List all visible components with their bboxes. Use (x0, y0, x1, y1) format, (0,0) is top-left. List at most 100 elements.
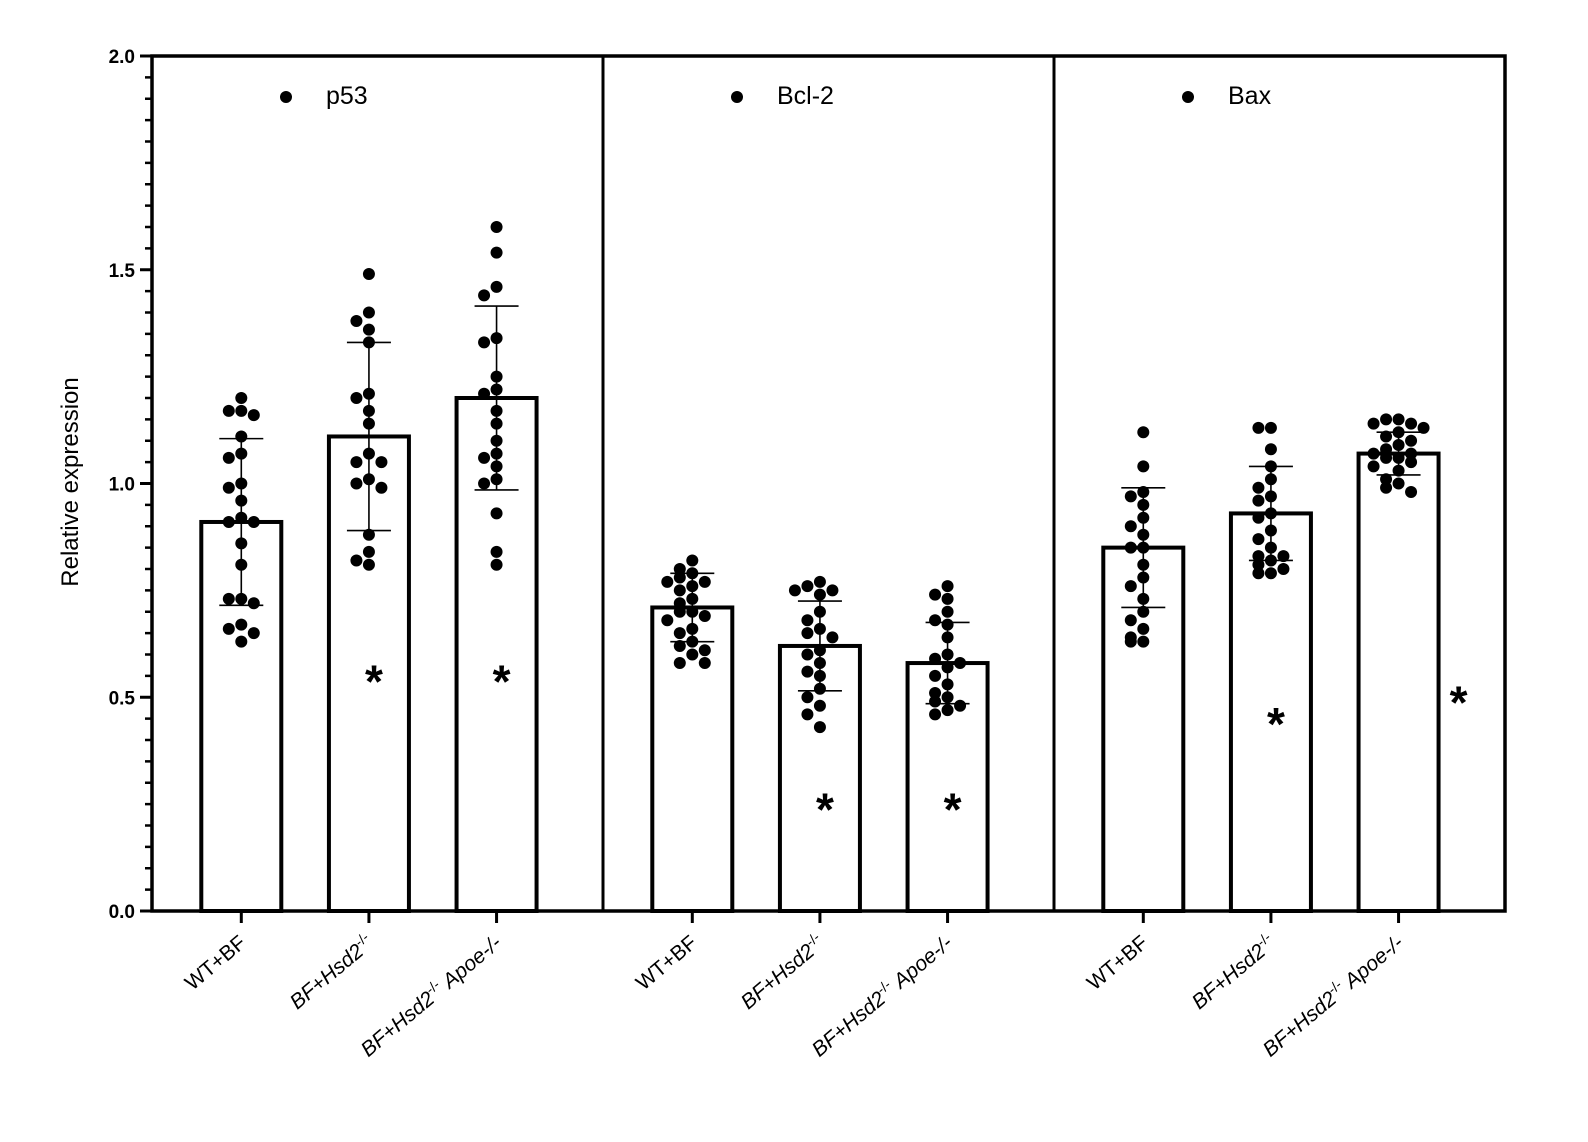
x-tick-label: WT+BF (1083, 931, 1153, 995)
significance-marker: * (1450, 677, 1468, 729)
data-point (478, 387, 491, 400)
data-point (478, 289, 491, 302)
data-point (222, 481, 235, 494)
label-suffix: Apoe-/- (885, 931, 956, 996)
data-point (247, 627, 260, 640)
data-point (698, 610, 711, 623)
data-point (673, 571, 686, 584)
data-point (673, 657, 686, 670)
data-point (1264, 567, 1277, 580)
data-point (490, 558, 503, 571)
data-point (350, 392, 363, 404)
label-prefix: WT+BF (181, 931, 251, 995)
data-point (801, 614, 814, 627)
data-point (686, 554, 699, 567)
data-point (490, 507, 503, 520)
data-point (362, 558, 375, 571)
x-tick-label: BF+Hsd2-/- (1186, 929, 1281, 1014)
data-point (1367, 447, 1380, 460)
x-tick-label: BF+Hsd2-/- (284, 929, 379, 1014)
bar (1356, 451, 1441, 913)
data-point (1124, 580, 1137, 593)
data-point (1137, 635, 1150, 648)
data-point (235, 392, 248, 404)
data-point (1137, 605, 1150, 618)
data-point (813, 721, 826, 734)
y-tick-label: 1.5 (109, 261, 136, 282)
data-point (1380, 430, 1393, 443)
data-point (490, 545, 503, 558)
data-point (1392, 413, 1405, 426)
data-point (1124, 541, 1137, 554)
data-point (1137, 426, 1150, 439)
data-point (1137, 622, 1150, 635)
panel-p53: p53 WT+BF * BF+Hsd2-/- * BF+Hsd2-/- Apoe-/- (181, 82, 539, 1062)
data-point (375, 481, 388, 494)
y-tick-label: 2.0 (109, 47, 135, 68)
data-point (661, 575, 674, 588)
legend-marker (280, 91, 292, 103)
data-point (490, 280, 503, 293)
data-point (1252, 533, 1265, 546)
data-point (235, 404, 248, 417)
x-tick-label: WT+BF (632, 931, 702, 995)
data-point (490, 246, 503, 259)
x-tick-label: BF+Hsd2-/- Apoe-/- (355, 929, 506, 1062)
label-prefix: WT+BF (632, 931, 702, 995)
data-point (1124, 635, 1137, 648)
data-point (1367, 417, 1380, 430)
data-point (698, 657, 711, 670)
data-point (1124, 614, 1137, 627)
legend-marker (731, 91, 743, 103)
data-point (813, 699, 826, 712)
data-point (686, 648, 699, 661)
data-point (222, 592, 235, 605)
data-point (1380, 451, 1393, 464)
data-point (235, 430, 248, 443)
panel-bax: Bax WT+BF * BF+Hsd2-/- * BF+Hsd2-/- Apoe-/- (1083, 82, 1468, 1061)
x-tick-label: BF+Hsd2-/- Apoe-/- (1257, 929, 1408, 1062)
data-point (1380, 473, 1393, 486)
data-point (478, 451, 491, 464)
data-point (362, 528, 375, 541)
data-point (1252, 511, 1265, 524)
data-point (673, 563, 686, 575)
data-point (941, 704, 954, 717)
data-point (673, 584, 686, 597)
data-point (929, 686, 942, 699)
data-point (801, 627, 814, 640)
data-point (929, 695, 942, 708)
significance-marker: * (365, 655, 383, 707)
data-point (362, 323, 375, 336)
significance-marker: * (1267, 698, 1285, 750)
y-tick-label: 0.0 (109, 902, 135, 923)
data-point (1252, 494, 1265, 507)
data-point (1405, 456, 1418, 469)
data-point (1252, 550, 1265, 563)
label-prefix: WT+BF (1083, 931, 1153, 995)
data-point (1405, 434, 1418, 447)
x-tick-label: WT+BF (181, 931, 251, 995)
data-point (801, 691, 814, 704)
data-point (222, 515, 235, 528)
data-point (490, 221, 503, 233)
data-point (673, 627, 686, 640)
data-point (222, 451, 235, 464)
data-point (1380, 443, 1393, 456)
data-point (813, 575, 826, 588)
panel-bcl-2: Bcl-2 WT+BF * BF+Hsd2-/- * BF+Hsd2-/- Apoe-/- (632, 82, 990, 1061)
data-point (826, 631, 839, 644)
data-point (941, 580, 954, 593)
data-point (673, 605, 686, 618)
data-point (1252, 481, 1265, 494)
data-point (222, 622, 235, 635)
data-point (929, 652, 942, 665)
data-point (350, 554, 363, 567)
label-suffix: Apoe-/- (434, 931, 505, 996)
significance-marker: * (944, 784, 962, 836)
data-point (1137, 460, 1150, 473)
legend-label: Bax (1228, 82, 1272, 110)
data-point (954, 699, 967, 712)
data-point (235, 618, 248, 631)
